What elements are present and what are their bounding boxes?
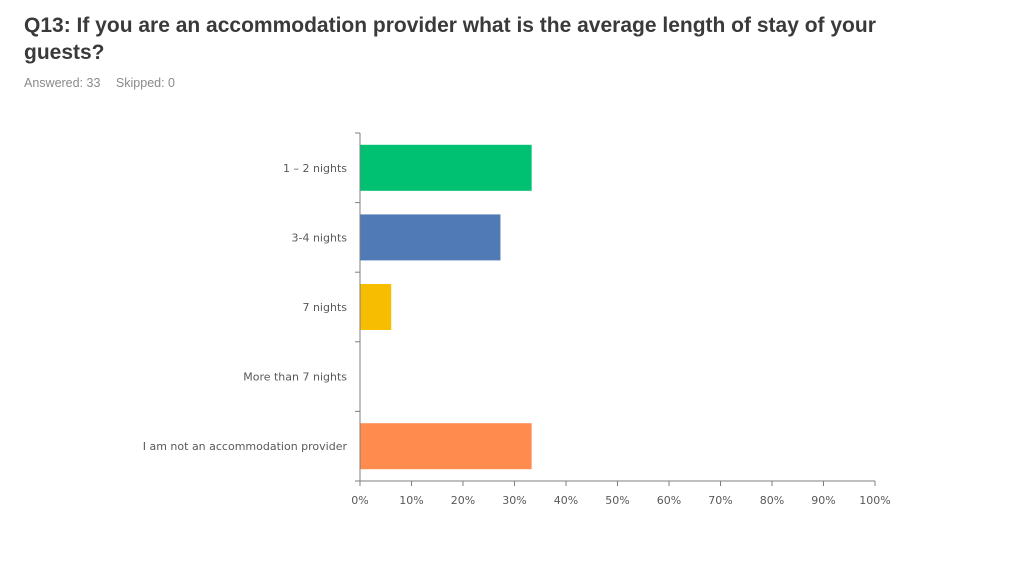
x-tick-label-3: 30%: [502, 494, 526, 507]
category-label-0: 1 – 2 nights: [283, 162, 347, 175]
x-tick-label-1: 10%: [399, 494, 423, 507]
x-tick-label-6: 60%: [657, 494, 681, 507]
bar-2: [360, 284, 392, 330]
category-label-3: More than 7 nights: [243, 371, 347, 384]
bar-0: [360, 144, 532, 191]
category-label-2: 7 nights: [302, 301, 347, 314]
x-tick-label-0: 0%: [351, 494, 368, 507]
x-tick-label-8: 80%: [760, 494, 784, 507]
x-tick-label-9: 90%: [811, 494, 835, 507]
category-label-4: I am not an accommodation provider: [143, 440, 348, 453]
response-stats: Answered: 33 Skipped: 0: [24, 76, 175, 90]
x-tick-label-2: 20%: [451, 494, 475, 507]
x-tick-label-7: 70%: [708, 494, 732, 507]
category-label-1: 3-4 nights: [292, 231, 348, 244]
skipped-count: Skipped: 0: [115, 76, 175, 90]
x-tick-label-10: 100%: [859, 494, 890, 507]
question-title: Q13: If you are an accommodation provide…: [24, 14, 876, 64]
bar-4: [360, 423, 532, 470]
answered-count: Answered: 33: [24, 76, 101, 90]
bar-1: [360, 214, 501, 261]
x-tick-label-4: 40%: [554, 494, 578, 507]
x-tick-label-5: 50%: [605, 494, 629, 507]
